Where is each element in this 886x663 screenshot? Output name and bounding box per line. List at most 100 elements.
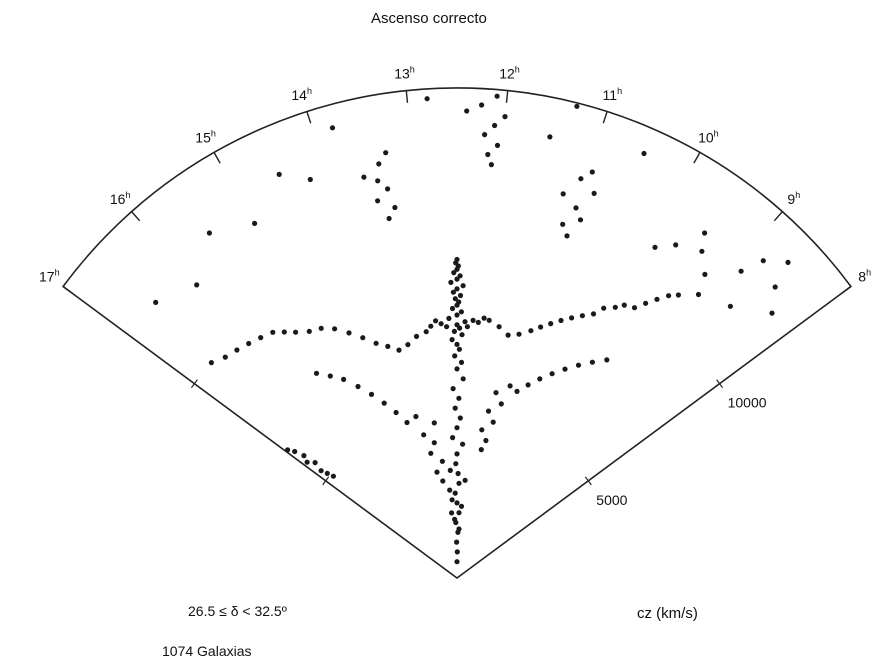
ra-tick-label: 13h (394, 65, 415, 82)
galaxy-point (727, 303, 734, 309)
ra-tick-label: 12h (499, 65, 520, 82)
galaxy-point (460, 376, 466, 382)
galaxy-point (450, 435, 456, 441)
galaxy-point (456, 395, 462, 401)
galaxy-point (456, 299, 462, 305)
galaxy-point (488, 162, 494, 168)
galaxy-point (375, 198, 381, 204)
galaxy-point (483, 437, 489, 444)
galaxy-point (695, 291, 702, 298)
galaxy-point (306, 328, 312, 334)
galaxy-point (482, 132, 488, 138)
galaxy-point (329, 125, 336, 131)
galaxy-point (452, 353, 458, 359)
galaxy-point (313, 370, 320, 376)
galaxy-point (454, 286, 460, 292)
galaxy-point (604, 357, 610, 363)
ra-tick (840, 285, 852, 295)
cz-tick-label: 5000 (596, 492, 627, 508)
ra-tick (693, 152, 701, 164)
galaxy-point (452, 296, 458, 302)
galaxy-point (558, 317, 564, 324)
galaxy-point (502, 114, 508, 120)
galaxy-point (493, 390, 499, 396)
galaxy-point (569, 315, 575, 321)
galaxy-point (393, 409, 399, 416)
galaxy-point (327, 373, 333, 379)
galaxy-point (738, 268, 744, 274)
ra-tick-label: 10h (698, 129, 719, 146)
ra-tick-label: 16h (110, 190, 131, 207)
galaxy-point (454, 322, 460, 328)
galaxy-point (375, 178, 381, 184)
ra-tick (405, 90, 409, 103)
galaxy-point (450, 289, 456, 295)
galaxy-point (285, 447, 291, 453)
galaxy-point (281, 329, 287, 335)
ra-tick-label: 15h (195, 129, 216, 146)
cz-tick (716, 379, 724, 389)
galaxy-point (785, 259, 791, 265)
galaxy-points (153, 93, 791, 565)
galaxy-point (458, 359, 465, 365)
galaxy-point (459, 332, 465, 338)
galaxy-point (490, 419, 496, 425)
galaxy-point (153, 299, 159, 305)
galaxy-point (562, 366, 568, 372)
galaxy-point (675, 292, 682, 298)
ra-tick (213, 152, 221, 164)
galaxy-point (494, 93, 500, 99)
galaxy-point (413, 413, 419, 420)
galaxy-point (448, 279, 454, 285)
galaxy-point (446, 315, 452, 321)
galaxy-point (428, 450, 434, 456)
galaxy-point (454, 256, 460, 263)
galaxy-point (560, 221, 566, 227)
galaxy-point (428, 323, 434, 329)
galaxy-point (431, 420, 437, 426)
ra-tick-label: 17h (39, 267, 60, 284)
galaxy-point (318, 325, 324, 331)
galaxy-point (456, 480, 462, 486)
galaxy-point (208, 360, 214, 366)
cz-tick-label: 10000 (728, 395, 767, 411)
cz-tick (584, 476, 592, 486)
galaxy-point (392, 204, 398, 211)
ra-tick (131, 211, 141, 222)
galaxy-point (376, 161, 382, 167)
galaxy-point (447, 487, 453, 493)
galaxy-point (772, 284, 778, 290)
galaxy-point (574, 103, 580, 109)
galaxy-point (496, 324, 502, 330)
galaxy-point (525, 382, 531, 388)
galaxy-point (449, 337, 455, 343)
galaxy-point (449, 305, 456, 312)
galaxy-point (413, 333, 420, 339)
cz-tick-labels: 5000 10000 (596, 395, 766, 508)
galaxy-point (423, 329, 429, 335)
galaxy-point (590, 311, 597, 317)
galaxy-point (452, 405, 458, 411)
galaxy-point (577, 217, 584, 223)
galaxy-point (246, 340, 252, 347)
galaxy-point (579, 313, 586, 319)
galaxy-point (699, 248, 705, 254)
galaxy-point (385, 186, 391, 192)
galaxy-point (434, 469, 440, 475)
galaxy-point (454, 276, 460, 282)
ra-tick (773, 211, 783, 222)
galaxy-point (575, 362, 582, 368)
galaxy-point (589, 359, 596, 365)
galaxy-point (404, 419, 410, 426)
galaxy-point (464, 108, 470, 114)
galaxy-point (396, 347, 402, 353)
galaxy-point (330, 473, 336, 479)
galaxy-point (276, 171, 282, 177)
galaxy-point (449, 510, 455, 516)
galaxy-point (456, 526, 462, 532)
galaxy-point (578, 176, 584, 182)
galaxy-point (494, 142, 501, 148)
galaxy-point (455, 470, 461, 477)
galaxy-point (769, 310, 775, 316)
